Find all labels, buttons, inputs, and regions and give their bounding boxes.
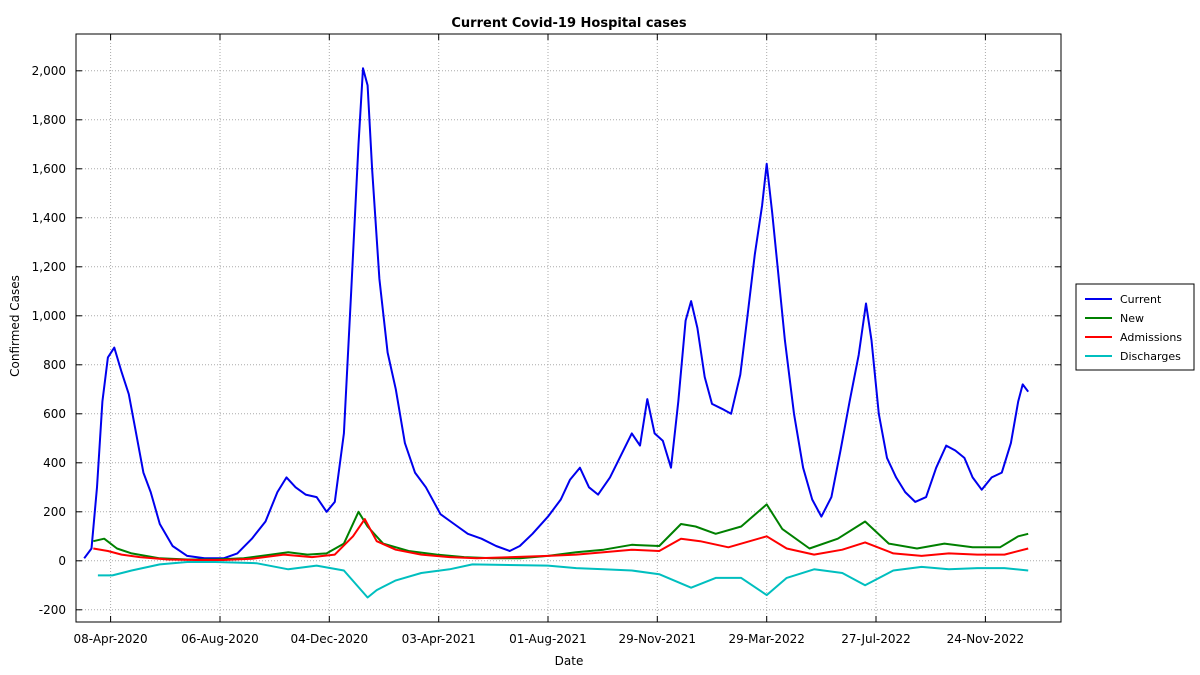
y-tick-label: 800	[43, 358, 66, 372]
x-tick-label: 03-Apr-2021	[402, 632, 476, 646]
series-line-admissions	[93, 518, 1029, 561]
y-tick-label: 1,800	[32, 113, 66, 127]
y-axis: -200 0 200 400 600 800 1,000 1,200 1,400 1,600 1,8…	[32, 64, 1061, 617]
legend-label: Admissions	[1120, 331, 1182, 344]
x-tick-label: 27-Jul-2022	[841, 632, 911, 646]
y-tick-label: 600	[43, 407, 66, 421]
y-tick-label: 200	[43, 505, 66, 519]
x-tick-label: 04-Dec-2020	[290, 632, 368, 646]
legend-label: Current	[1120, 293, 1162, 306]
x-tick-label: 29-Mar-2022	[729, 632, 805, 646]
legend-label: New	[1120, 312, 1144, 325]
grid	[76, 34, 1061, 622]
x-tick-label: 08-Apr-2020	[73, 632, 147, 646]
chart-title: Current Covid-19 Hospital cases	[451, 16, 686, 31]
y-tick-label: 2,000	[32, 64, 66, 78]
x-tick-label: 29-Nov-2021	[619, 632, 697, 646]
x-tick-label: 01-Aug-2021	[509, 632, 587, 646]
x-tick-label: 06-Aug-2020	[181, 632, 259, 646]
y-tick-label: 1,600	[32, 162, 66, 176]
y-tick-label: 1,000	[32, 309, 66, 323]
series-line-current	[83, 67, 1029, 560]
x-axis-title: Date	[555, 654, 584, 668]
y-tick-label: 400	[43, 456, 66, 470]
y-tick-label: 1,400	[32, 211, 66, 225]
x-axis: 08-Apr-2020 06-Aug-2020 04-Dec-2020 03-Apr-…	[73, 34, 1024, 646]
y-tick-label: 1,200	[32, 260, 66, 274]
y-tick-label: 0	[58, 554, 66, 568]
plot-frame	[75, 33, 1062, 623]
y-tick-label: -200	[39, 603, 66, 617]
y-axis-title: Confirmed Cases	[8, 275, 22, 377]
series-line-discharges	[97, 561, 1029, 599]
series-layer	[83, 67, 1029, 599]
x-tick-label: 24-Nov-2022	[947, 632, 1025, 646]
legend-label: Discharges	[1120, 350, 1181, 363]
legend: Current New Admissions Discharges	[1075, 283, 1195, 371]
